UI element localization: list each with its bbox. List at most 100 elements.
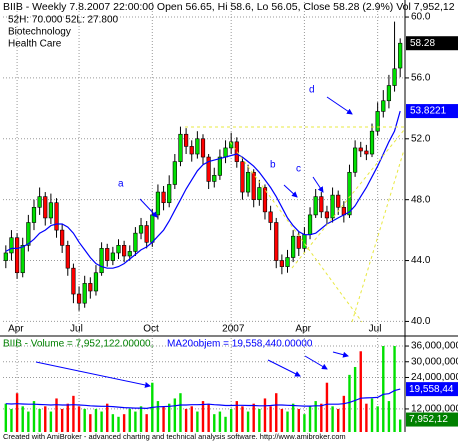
value-label: 7,952,12 [409, 414, 448, 425]
candle-body [234, 141, 239, 162]
candle-body [369, 130, 375, 155]
volume-bar [252, 403, 255, 432]
volume-bar [44, 406, 47, 432]
candle-body [319, 196, 324, 213]
candle-body [386, 85, 392, 102]
candle-body [313, 196, 318, 216]
candle-body [105, 248, 110, 261]
y-tick-label: 56.0 [411, 73, 431, 84]
volume-bar [100, 411, 103, 432]
candle-body [172, 161, 177, 185]
candle-body [223, 147, 228, 158]
candle-body [26, 222, 31, 246]
candle-body [48, 202, 53, 219]
candle-body [99, 248, 104, 274]
volume-bar [162, 406, 165, 432]
volume-bar [179, 393, 182, 432]
y-tick-label: 40.0 [411, 316, 431, 327]
volume-bar [184, 408, 188, 432]
volume-bar [167, 403, 171, 432]
volume-bar [365, 403, 368, 432]
candle-body [296, 235, 301, 249]
footer: Created with AmiBroker - advanced charti… [3, 432, 346, 441]
candle-body [392, 68, 397, 86]
annotation: c [296, 164, 301, 175]
volume-bar [15, 393, 19, 432]
volume-bar [21, 406, 24, 432]
volume-bar [325, 382, 329, 432]
candle-body [212, 175, 217, 182]
volume-bar [122, 414, 126, 432]
x-tick-label: Oct [143, 324, 159, 335]
x-tick-label: Jul [369, 324, 382, 335]
volume-bar [280, 408, 284, 432]
candle-body [76, 293, 82, 304]
candle-body [14, 237, 20, 274]
candle-body [398, 42, 403, 69]
candle-body [189, 146, 194, 155]
candle-body [127, 251, 132, 257]
volume-bar [139, 406, 143, 432]
volume-bar [314, 401, 317, 432]
volume-bar [387, 401, 391, 432]
y-tick-label: 30,000,000 [411, 356, 458, 367]
candle-body [116, 245, 121, 254]
volume-ma-title: MA20objem = 19,558,440.00000 [167, 339, 313, 350]
candle-body [217, 156, 223, 176]
candle-body [274, 222, 279, 261]
candle-body [178, 133, 183, 162]
volume-bar [229, 408, 233, 432]
volume-bar [382, 346, 385, 432]
candle-body [37, 196, 42, 208]
candle-body [347, 171, 352, 216]
value-label-box [406, 382, 458, 397]
volume-bar [303, 414, 306, 432]
candle-body [353, 147, 358, 173]
arrow [304, 355, 328, 370]
annotation: d [309, 85, 315, 96]
x-tick-label: Jul [70, 324, 83, 335]
candle-body [82, 283, 87, 304]
y-tick-label: 48.0 [411, 194, 431, 205]
candle-body [122, 245, 127, 257]
candle-body [65, 245, 70, 269]
candle-body [110, 252, 115, 261]
candle-body [307, 214, 313, 235]
chart-title: BIIB - Weekly 7.8.2007 22:00:00 Open 56.… [3, 1, 455, 13]
y-tick-label: 36,000,000 [411, 341, 458, 352]
x-tick-label: Apr [295, 324, 311, 335]
subtitle: 52H: 70.000 52L: 27.800 [8, 15, 119, 26]
arrow [267, 359, 301, 377]
volume-bar [218, 411, 222, 432]
value-label: 53.8221 [410, 106, 447, 117]
volume-bar [359, 351, 362, 432]
volume-bar [117, 416, 120, 432]
y-tick-label: 60.0 [411, 12, 431, 23]
candle-body [229, 141, 234, 149]
volume-bar [77, 406, 81, 432]
volume-bar [342, 395, 346, 432]
y-tick-label: 24,000,000 [411, 372, 458, 383]
volume-bar [106, 403, 109, 432]
arrow [139, 198, 158, 218]
volume-bar [156, 401, 160, 432]
volume-bar [398, 419, 402, 432]
candle-body [358, 147, 363, 152]
candle-body [54, 202, 59, 231]
candle-body [150, 214, 155, 243]
value-label: 58.28 [410, 38, 435, 49]
moving-average-line [5, 388, 401, 410]
y-tick-label: 52.0 [411, 133, 431, 144]
moving-average-line [5, 110, 401, 269]
subtitle: Health Care [8, 39, 62, 50]
volume-title: BIIB - Volume = 7,952,122.00000, [3, 339, 153, 350]
x-tick-label: Apr [8, 324, 24, 335]
volume-bar [213, 414, 216, 432]
candle-body [330, 194, 335, 219]
candle-body [200, 138, 206, 158]
candle-body [167, 184, 172, 204]
volume-bar [224, 416, 227, 432]
annotation: b [270, 160, 276, 171]
volume-bar [55, 398, 58, 432]
